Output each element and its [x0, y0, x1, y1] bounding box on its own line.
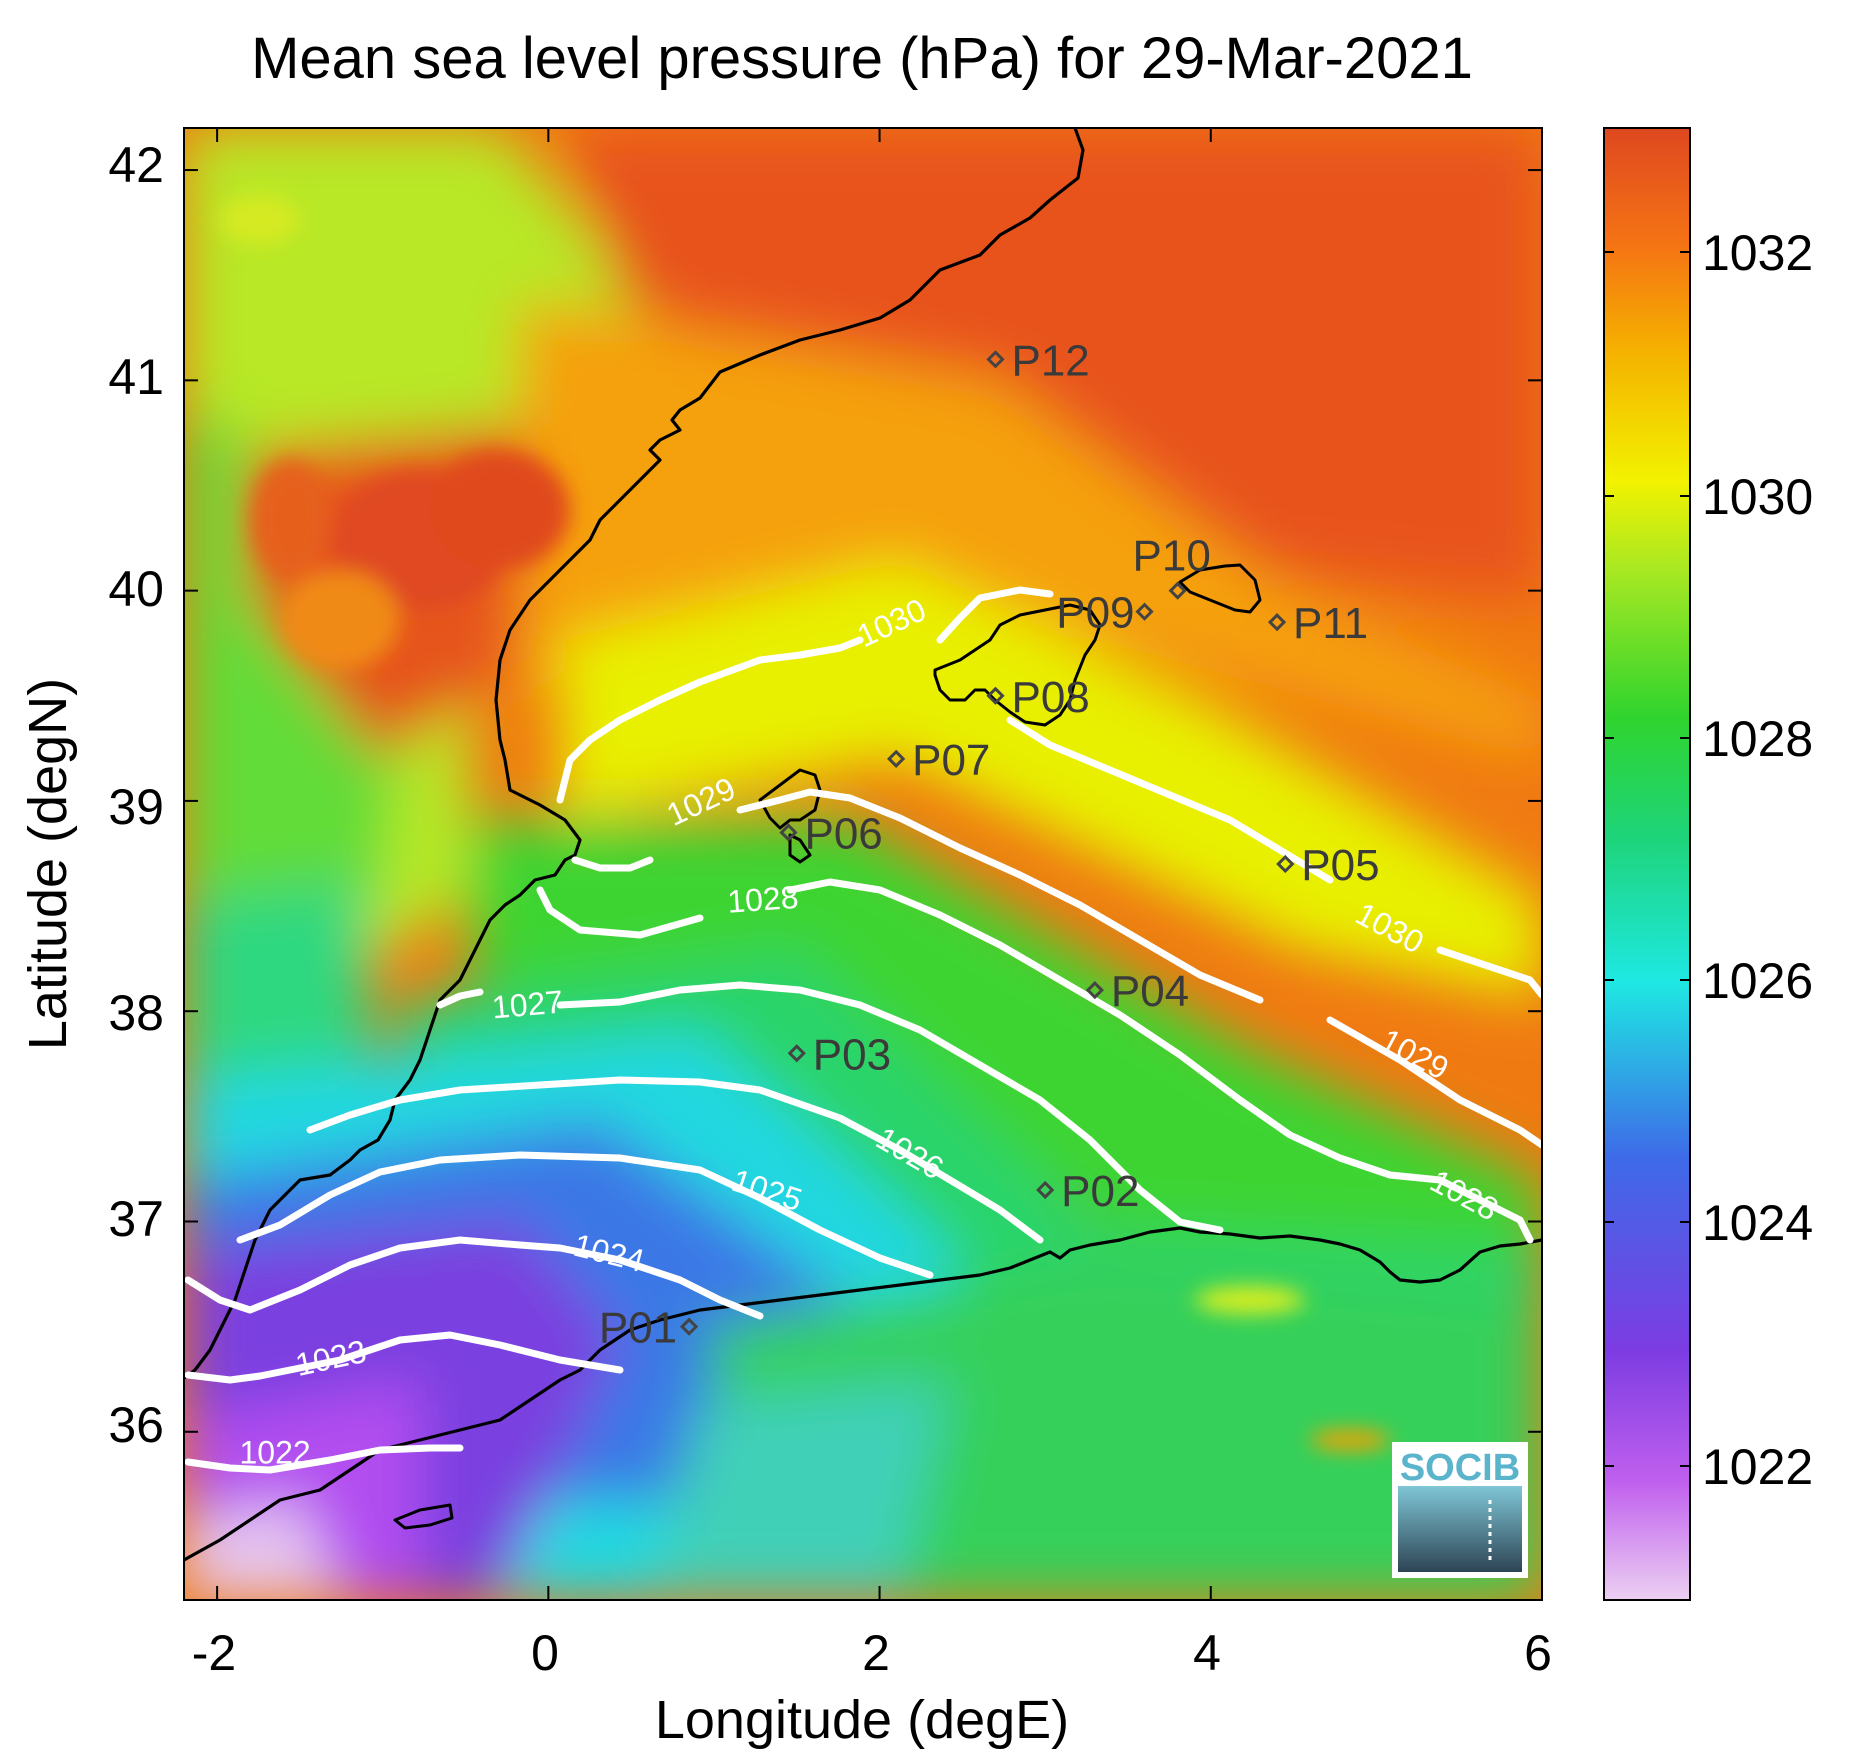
station-marker-icon: [986, 686, 1005, 705]
x-tick-label: -2: [192, 1625, 236, 1681]
isobar-1026: [306, 1076, 1044, 1244]
colorbar-tick-label: 1026: [1702, 953, 1813, 1009]
socib-logo-text: SOCIB: [1400, 1447, 1520, 1489]
axis-ticks: [184, 128, 1543, 1600]
station-p11: P11: [1267, 599, 1368, 648]
formentera-outline: [788, 833, 812, 864]
colorbar-tick-label: 1022: [1702, 1439, 1813, 1495]
chart-title: Mean sea level pressure (hPa) for 29-Mar…: [251, 26, 1473, 91]
x-tick-labels: -2 0 2 4 6: [192, 1625, 1552, 1681]
x-tick-label: 0: [531, 1625, 559, 1681]
station-marker-icon: [1085, 981, 1104, 1000]
station-label: P03: [813, 1030, 891, 1079]
stations: P01 P02 P03 P04 P05 P06 P07 P08 P09 P10 P11 P12: [599, 336, 1380, 1352]
station-p02: P02: [1036, 1167, 1139, 1216]
isobar-1023: [184, 1331, 624, 1384]
station-label: P05: [1301, 841, 1379, 890]
coastlines: [184, 128, 1542, 1562]
x-tick-label: 2: [862, 1625, 890, 1681]
socib-logo: SOCIB: [1392, 1442, 1528, 1578]
station-marker-icon: [1276, 854, 1295, 874]
y-tick-label: 37: [108, 1191, 164, 1247]
station-p09: P09: [1056, 589, 1154, 638]
y-tick-label: 41: [108, 349, 164, 405]
mallorca-outline: [933, 603, 1102, 727]
station-label: P11: [1293, 599, 1368, 648]
isobar-contours: [184, 586, 1542, 1474]
isobar-label: 1027: [490, 983, 564, 1025]
isobar-1025: [236, 1151, 934, 1279]
station-p06: P06: [779, 809, 883, 858]
station-label: P04: [1111, 967, 1189, 1016]
station-marker-icon: [887, 749, 906, 768]
y-tick-label: 39: [108, 779, 164, 835]
isobar-1024: [184, 1236, 764, 1320]
station-label: P08: [1011, 673, 1089, 722]
y-tick-label: 42: [108, 137, 164, 193]
station-p12: P12: [986, 336, 1090, 385]
isobar-label: 1022: [239, 1434, 310, 1470]
menorca-outline: [1178, 563, 1262, 614]
isobar-1028: [536, 878, 1534, 1244]
station-marker-icon: [986, 350, 1005, 369]
colorbar-tick-label: 1028: [1702, 711, 1813, 767]
colorbar: 1022 1024 1026 1028 1030 1032: [1603, 127, 1813, 1601]
y-tick-labels: 36 37 38 39 40 41 42: [108, 137, 164, 1453]
y-axis-label: Latitude (degN): [18, 678, 78, 1050]
y-tick-label: 36: [108, 1397, 164, 1453]
colorbar-tick-label: 1032: [1702, 225, 1813, 281]
station-label: P01: [599, 1304, 677, 1353]
station-marker-icon: [679, 1317, 699, 1336]
x-axis-label: Longitude (degE): [655, 1690, 1069, 1750]
station-p07: P07: [887, 736, 990, 785]
isobar-1022: [184, 1444, 464, 1474]
north-africa-coastline: [184, 1226, 1542, 1562]
y-tick-label: 38: [108, 985, 164, 1041]
station-marker-icon: [1168, 581, 1187, 600]
colorbar-tick-label: 1024: [1702, 1195, 1813, 1251]
colorbar-tick-label: 1030: [1702, 469, 1813, 525]
station-label: P06: [804, 809, 882, 858]
iberian-coastline: [184, 128, 1085, 1380]
isobar-1029: [571, 788, 1542, 1149]
station-p01: P01: [599, 1304, 699, 1353]
y-tick-label: 40: [108, 561, 164, 617]
ibiza-outline: [758, 768, 822, 830]
isobar-label: 1028: [726, 879, 800, 920]
station-marker-icon: [1267, 613, 1287, 632]
station-p05: P05: [1276, 841, 1380, 890]
station-p10: P10: [1133, 532, 1211, 600]
station-marker-icon: [1036, 1180, 1055, 1200]
station-label: P10: [1133, 532, 1211, 581]
station-marker-icon: [787, 1044, 806, 1063]
station-p04: P04: [1085, 967, 1189, 1016]
isobar-1027: [436, 981, 1224, 1234]
isobar-1030: [556, 586, 1542, 999]
station-p03: P03: [787, 1030, 891, 1079]
alboran-island-outline: [393, 1503, 454, 1530]
station-label: P12: [1011, 336, 1089, 385]
station-marker-icon: [779, 823, 798, 842]
station-label: P09: [1056, 589, 1134, 638]
station-p08: P08: [986, 673, 1090, 722]
x-tick-label: 4: [1193, 1625, 1221, 1681]
station-label: P07: [912, 736, 990, 785]
plot-frame: [183, 127, 1543, 1601]
colorbar-gradient: [1603, 127, 1691, 1601]
x-tick-label: 6: [1524, 1625, 1552, 1681]
station-marker-icon: [1135, 602, 1154, 621]
station-label: P02: [1061, 1167, 1139, 1216]
